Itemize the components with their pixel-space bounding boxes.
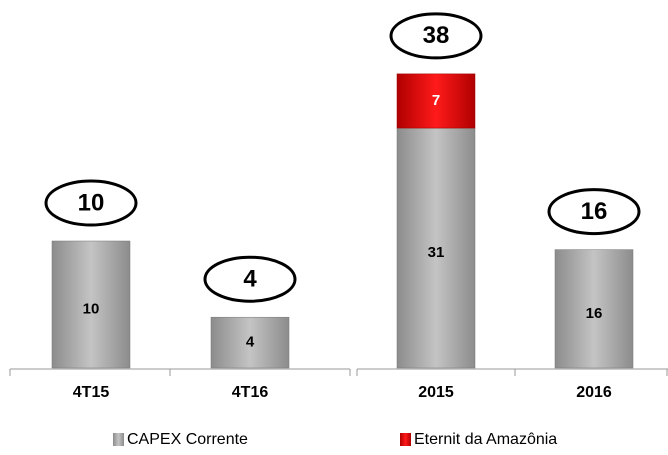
x-tick-label: 2015 bbox=[418, 384, 454, 401]
total-label: 4 bbox=[243, 266, 257, 293]
axis bbox=[9, 368, 668, 376]
bar-segment bbox=[396, 73, 476, 129]
legend-swatch bbox=[400, 433, 411, 446]
legend-label: CAPEX Corrente bbox=[127, 431, 248, 448]
total-bubble bbox=[389, 12, 483, 60]
data-label: 4 bbox=[246, 334, 255, 351]
total-bubble bbox=[44, 179, 138, 227]
x-tick-label: 4T16 bbox=[232, 384, 269, 401]
legend-swatch bbox=[113, 433, 124, 446]
bar-segment bbox=[51, 240, 131, 369]
bar-segment bbox=[396, 127, 476, 369]
data-label: 10 bbox=[83, 300, 100, 317]
x-tick-label: 4T15 bbox=[73, 384, 110, 401]
x-tick-label: 2016 bbox=[576, 384, 612, 401]
data-label: 31 bbox=[428, 244, 445, 261]
bar-segment bbox=[210, 316, 290, 369]
legend-label: Eternit da Amazônia bbox=[414, 431, 557, 448]
total-bubble bbox=[547, 188, 641, 236]
total-label: 10 bbox=[78, 189, 105, 216]
data-label: 16 bbox=[586, 305, 603, 322]
data-label: 7 bbox=[432, 92, 440, 109]
total-label: 38 bbox=[423, 22, 450, 49]
total-label: 16 bbox=[581, 198, 608, 225]
total-bubble bbox=[203, 255, 297, 303]
bar-segment bbox=[554, 249, 634, 369]
